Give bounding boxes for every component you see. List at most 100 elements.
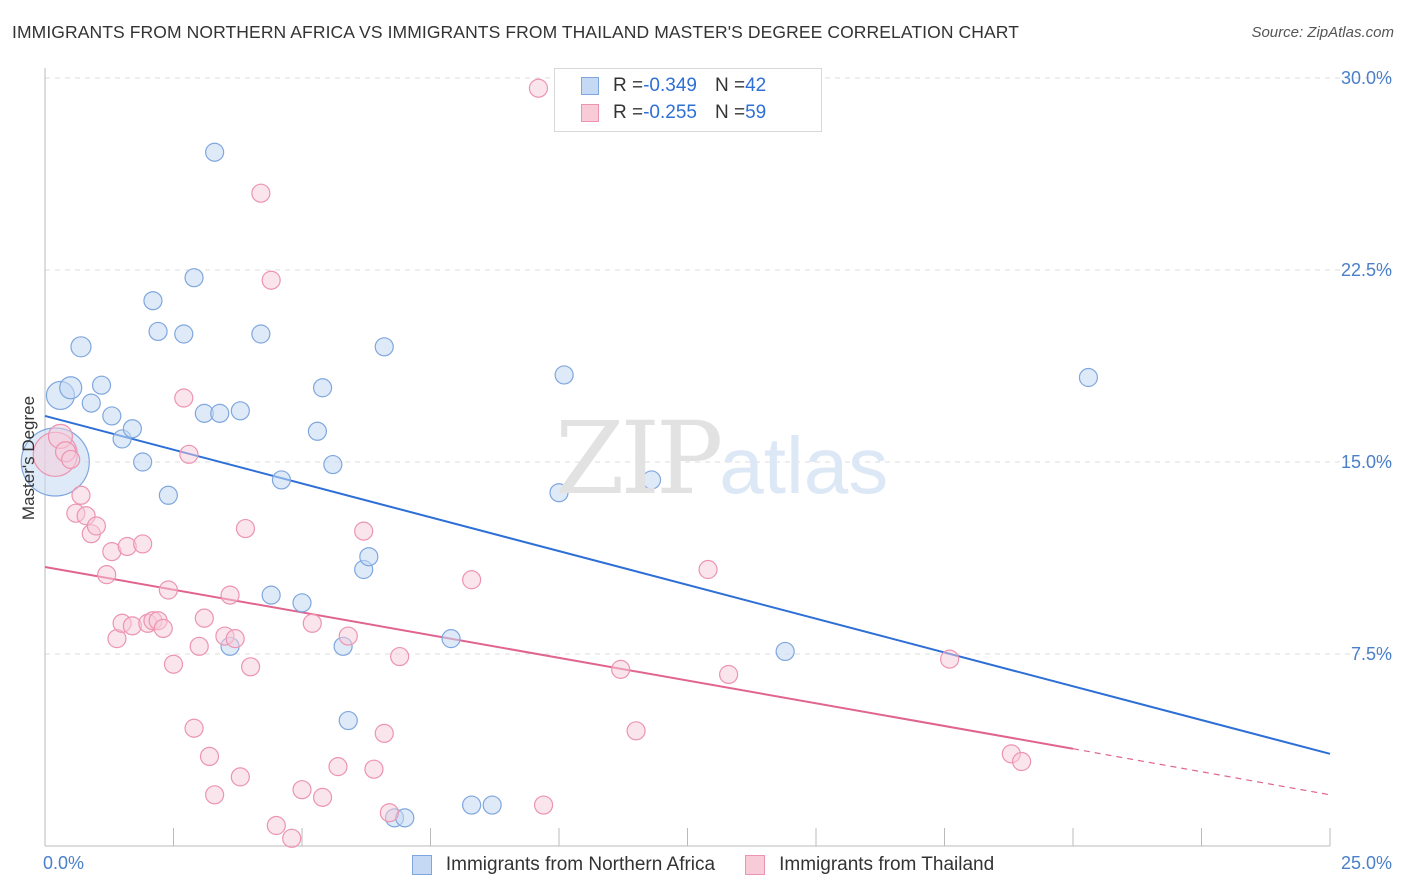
data-point-thailand [312, 787, 333, 807]
data-point-northern-africa [205, 142, 225, 162]
n-label: N = [714, 102, 746, 123]
data-point-thailand [698, 559, 718, 580]
data-point-northern-africa [102, 406, 122, 426]
data-point-northern-africa [174, 324, 194, 344]
data-point-northern-africa [549, 483, 569, 503]
r-value: -0.255 [643, 102, 697, 123]
trend-lines [44, 414, 1331, 796]
data-point-northern-africa [210, 403, 230, 423]
data-point-thailand [1011, 751, 1032, 772]
legend-item-thailand: Immigrants from Thailand [745, 854, 994, 876]
tick-labels: 7.5% 15.0% 22.5% 30.0% 0.0% 25.0% Master's Deg… [19, 68, 1392, 873]
legend-item-northern-africa: Immigrants from Northern Africa [411, 854, 716, 876]
legend-swatch-pink [581, 104, 599, 122]
trend-line-thailand-extension [1072, 748, 1331, 796]
data-point-thailand [174, 388, 194, 408]
data-point-thailand [179, 444, 199, 464]
data-point-northern-africa [323, 454, 343, 475]
data-point-thailand [338, 626, 358, 646]
data-point-thailand [374, 723, 394, 743]
watermark-zip: ZIP [555, 400, 723, 517]
n-value: 59 [745, 102, 767, 123]
data-point-northern-africa [374, 337, 394, 357]
data-point-thailand [533, 795, 554, 815]
data-point-northern-africa [59, 376, 83, 400]
series-legend: Immigrants from Northern Africa Immigran… [0, 852, 1406, 878]
data-point-northern-africa [91, 375, 112, 395]
data-point-thailand [940, 649, 960, 669]
y-axis-label: Master's Degree [19, 396, 38, 520]
x-tick-label: 25.0% [1341, 853, 1392, 873]
legend-swatch-blue [581, 77, 599, 95]
chart-title: IMMIGRANTS FROM NORTHERN AFRICA VS IMMIG… [12, 22, 1019, 42]
data-point-northern-africa [158, 485, 178, 505]
data-point-thailand [86, 516, 107, 536]
data-point-thailand [379, 803, 399, 823]
data-point-thailand [364, 759, 384, 779]
r-value: -0.349 [643, 75, 697, 96]
series-northern-africa-points [20, 142, 1099, 828]
data-point-northern-africa [292, 593, 312, 613]
data-point-northern-africa [1078, 367, 1099, 388]
data-point-northern-africa [81, 393, 101, 413]
n-label: N = [714, 75, 746, 96]
data-point-northern-africa [441, 629, 461, 649]
data-point-thailand [61, 449, 81, 470]
series-thailand-points [32, 78, 1032, 848]
data-point-northern-africa [271, 470, 292, 490]
source-label: Source: ZipAtlas.com [1251, 24, 1394, 41]
data-point-thailand [328, 757, 348, 777]
data-point-thailand [462, 570, 482, 590]
data-point-northern-africa [70, 336, 92, 358]
data-point-thailand [235, 518, 256, 539]
data-point-thailand [163, 654, 184, 674]
data-point-northern-africa [148, 321, 168, 342]
data-point-northern-africa [312, 378, 333, 398]
data-point-thailand [71, 485, 91, 505]
legend-label: Immigrants from Thailand [779, 854, 995, 875]
data-point-northern-africa [338, 710, 358, 731]
data-point-northern-africa [359, 547, 379, 567]
data-point-thailand [158, 580, 178, 600]
y-tick-label: 15.0% [1341, 452, 1392, 472]
data-point-thailand [194, 608, 214, 628]
data-point-northern-africa [482, 795, 502, 815]
data-point-thailand [220, 585, 240, 605]
data-point-thailand [292, 780, 312, 800]
data-point-thailand [189, 636, 209, 656]
r-label: R = [613, 102, 644, 123]
n-value: 42 [745, 75, 767, 96]
legend-label: Immigrants from Northern Africa [445, 854, 716, 875]
data-point-thailand [611, 659, 631, 679]
y-tick-label: 22.5% [1341, 260, 1392, 280]
data-point-thailand [199, 746, 220, 767]
stats-legend: R = -0.349 N = 42 R = -0.255 N = 59 [554, 68, 822, 132]
data-point-thailand [184, 718, 204, 738]
trend-line-thailand [44, 565, 1074, 750]
data-point-northern-africa [462, 795, 482, 815]
data-point-thailand [261, 270, 281, 290]
legend-swatch-pink [745, 855, 766, 875]
data-point-northern-africa [307, 421, 328, 441]
data-point-northern-africa [184, 268, 204, 288]
gridlines [45, 77, 1392, 655]
data-point-thailand [251, 183, 271, 203]
data-point-northern-africa [122, 419, 142, 439]
data-point-northern-africa [251, 324, 271, 344]
y-tick-label: 7.5% [1351, 644, 1392, 664]
data-point-northern-africa [554, 365, 574, 385]
x-tick-label: 0.0% [43, 853, 84, 873]
data-point-thailand [302, 613, 322, 633]
watermark-atlas: atlas [719, 421, 889, 510]
data-point-northern-africa [775, 641, 795, 662]
data-point-thailand [225, 629, 245, 649]
data-point-thailand [205, 785, 225, 805]
watermark: ZIPatlas [555, 400, 888, 517]
data-point-thailand [390, 646, 410, 667]
data-point-northern-africa [641, 470, 662, 490]
legend-swatch-blue [411, 855, 432, 875]
data-point-thailand [97, 565, 117, 585]
data-point-thailand [241, 657, 261, 677]
data-point-thailand [133, 534, 153, 554]
data-point-northern-africa [133, 452, 153, 472]
